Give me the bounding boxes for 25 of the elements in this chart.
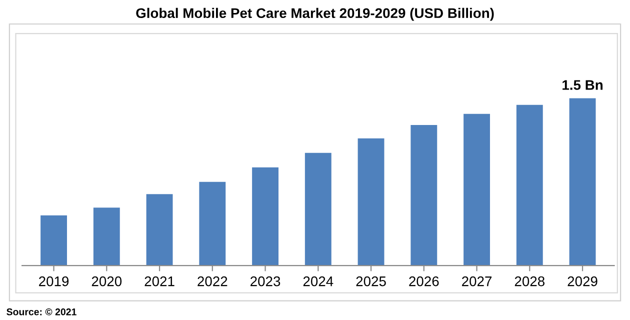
- x-tick-label: 2029: [568, 276, 598, 286]
- bar: [516, 104, 543, 266]
- bar: [146, 194, 173, 266]
- bar: [569, 98, 596, 266]
- x-tick-label: 2026: [409, 276, 439, 286]
- bar: [252, 167, 278, 266]
- data-label: 1.5 Bn: [562, 80, 603, 90]
- x-tick-label: 2024: [303, 276, 334, 286]
- bar: [40, 215, 67, 266]
- x-tick-label: 2028: [514, 276, 544, 286]
- bar: [464, 114, 490, 266]
- bar: [358, 138, 384, 266]
- x-tick-label: 2021: [144, 276, 174, 286]
- x-tick-label: 2022: [198, 276, 228, 286]
- x-tick-label: 2023: [250, 276, 280, 286]
- x-tick-label: 2027: [462, 276, 492, 286]
- source-note: Source: © 2021: [6, 308, 76, 316]
- chart-title: Global Mobile Pet Care Market 2019-2029 (USD Billion): [136, 8, 494, 21]
- x-tick-label: 2019: [39, 276, 69, 286]
- bar: [199, 182, 226, 266]
- bar: [304, 152, 332, 266]
- x-tick-label: 2025: [356, 276, 386, 286]
- bar: [410, 124, 438, 266]
- bar: [93, 208, 120, 266]
- x-tick-label: 2020: [92, 276, 122, 286]
